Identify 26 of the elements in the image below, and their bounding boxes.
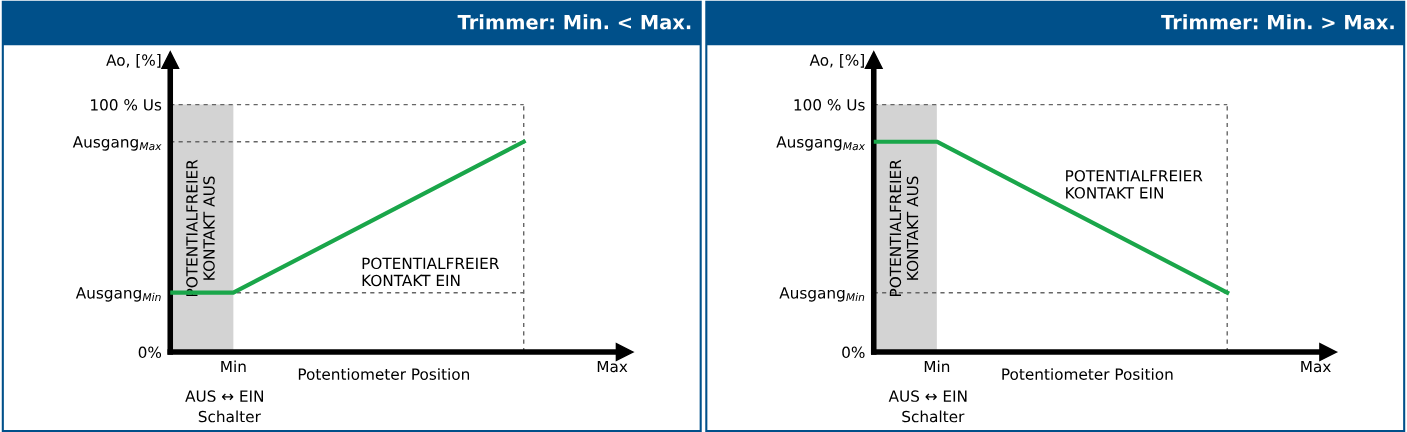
y-tick-label: Ausgang$_{Max}$: [776, 136, 866, 151]
x-tick-label: Max: [1301, 360, 1331, 373]
y-tick-label: 0%: [138, 346, 162, 359]
annotation: POTENTIALFREIER KONTAKT EIN: [362, 257, 499, 287]
y-axis-title: Ao, [%]: [106, 54, 161, 68]
x-tick-label: Min: [924, 360, 950, 373]
annotation: POTENTIALFREIER KONTAKT AUS: [186, 159, 215, 296]
text: AUS ↔ EIN: [185, 390, 263, 402]
text: Schalter: [198, 410, 261, 423]
y-tick-label: 100 % Us: [794, 99, 865, 111]
y-tick-label: 0%: [842, 346, 865, 359]
x-tick-label: Max: [597, 360, 628, 373]
text: Schalter: [902, 410, 965, 423]
chart-title: Trimmer: Min. > Max.: [1161, 14, 1394, 30]
y-tick-label: Ausgang$_{Max}$: [72, 136, 162, 151]
text: AUS ↔ EIN: [888, 390, 967, 402]
y-tick-label: 100 % Us: [91, 99, 162, 111]
x-axis-title: Potentiometer Position: [298, 368, 470, 380]
y-tick-label: Ausgang$_{Min}$: [75, 287, 161, 302]
y-tick-label: Ausgang$_{Min}$: [779, 287, 865, 302]
x-tick-label: Min: [221, 360, 246, 373]
chart-title: Trimmer: Min. < Max.: [457, 14, 691, 30]
annotation: POTENTIALFREIER KONTAKT AUS: [889, 159, 919, 296]
x-axis-title: Potentiometer Position: [1002, 368, 1173, 380]
y-axis-title: Ao, [%]: [809, 54, 864, 68]
annotation: POTENTIALFREIER KONTAKT EIN: [1066, 169, 1203, 199]
